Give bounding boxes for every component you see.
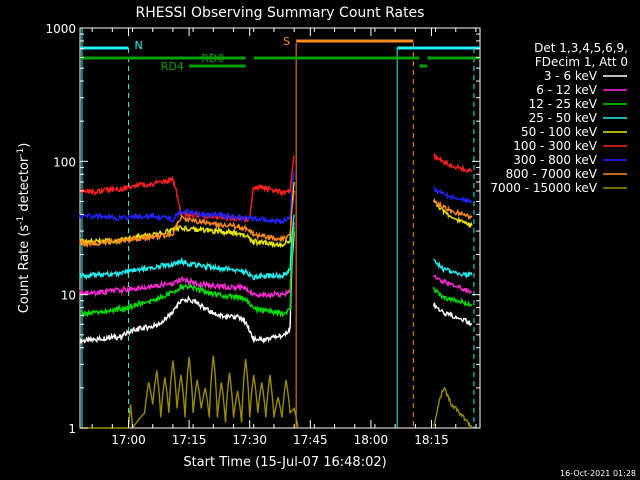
x-tick-label: 18:00	[354, 433, 389, 447]
plot-frame	[79, 27, 481, 429]
legend-entry-label: 3 - 6 keV	[544, 69, 598, 83]
y-tick-label: 100	[53, 155, 76, 169]
x-tick-label: 18:15	[414, 433, 449, 447]
legend-entry-label: 25 - 50 keV	[529, 111, 598, 125]
rd4-label: RD4	[161, 60, 184, 73]
y-tick-label: 10	[61, 289, 76, 303]
legend-entry-label: 800 - 7000 keV	[506, 167, 598, 181]
series-line-right	[433, 152, 473, 173]
x-tick-label: 17:15	[172, 433, 207, 447]
chart-title: RHESSI Observing Summary Count Rates	[136, 5, 425, 21]
y-axis-label-sup1: -1	[16, 216, 26, 225]
n-marker-label: N	[134, 39, 142, 52]
y-axis-label-mid: detector	[17, 156, 32, 216]
y-tick-label: 1000	[45, 22, 76, 36]
legend-header-line1: Det 1,3,4,5,6,9,	[534, 41, 628, 55]
legend-header-line2: FDecim 1, Att 0	[535, 55, 628, 69]
legend-entry-label: 50 - 100 keV	[521, 125, 598, 139]
legend-entry-label: 7000 - 15000 keV	[490, 181, 597, 195]
y-tick-label: 1	[68, 422, 76, 436]
series-line	[79, 155, 295, 224]
series-line	[80, 227, 295, 318]
series-line-right	[432, 302, 473, 326]
series-line-right	[432, 275, 473, 295]
series-line	[79, 222, 295, 299]
x-tick-label: 17:00	[111, 433, 146, 447]
series-line-right	[432, 198, 473, 221]
series-line-right	[433, 258, 473, 279]
series-layer	[79, 155, 299, 431]
series-line	[80, 355, 299, 431]
s-marker-label: S	[283, 35, 290, 48]
legend-entry-label: 100 - 300 keV	[513, 139, 597, 153]
series-line	[79, 231, 295, 345]
marker-lines: N S RD0 RD4	[80, 28, 480, 428]
y-axis-label-end: )	[17, 143, 32, 148]
series-line	[79, 170, 295, 225]
rd0-label: RD0	[201, 52, 224, 65]
series-line-right	[433, 200, 473, 229]
legend-entry-label: 12 - 25 keV	[529, 97, 598, 111]
legend-entry-label: 6 - 12 keV	[536, 83, 598, 97]
x-axis-label: Start Time (15-Jul-07 16:48:02)	[183, 455, 386, 470]
y-axis-label-base: Count Rate (s	[17, 225, 32, 314]
y-axis-label-sup2: -1	[16, 148, 26, 157]
x-tick-label: 17:30	[232, 433, 267, 447]
x-tick-label: 17:45	[293, 433, 328, 447]
plot-border	[79, 27, 481, 429]
series-line	[79, 190, 295, 249]
series-line-right	[432, 286, 473, 307]
legend: Det 1,3,4,5,6,9,FDecim 1, Att 03 - 6 keV…	[490, 41, 628, 195]
series-line-right	[433, 186, 473, 204]
generation-timestamp: 16-Oct-2021 01:28	[560, 469, 636, 478]
right-series-layer	[432, 152, 473, 429]
series-line-right	[432, 386, 473, 429]
legend-entry-label: 300 - 800 keV	[513, 153, 597, 167]
series-line	[79, 214, 295, 281]
axis-ticks: 17:00 17:15 17:30 17:45 18:00 18:15 1 10 100 1000	[45, 22, 480, 447]
y-axis-label: Count Rate (s-1 detector-1)	[16, 143, 32, 314]
